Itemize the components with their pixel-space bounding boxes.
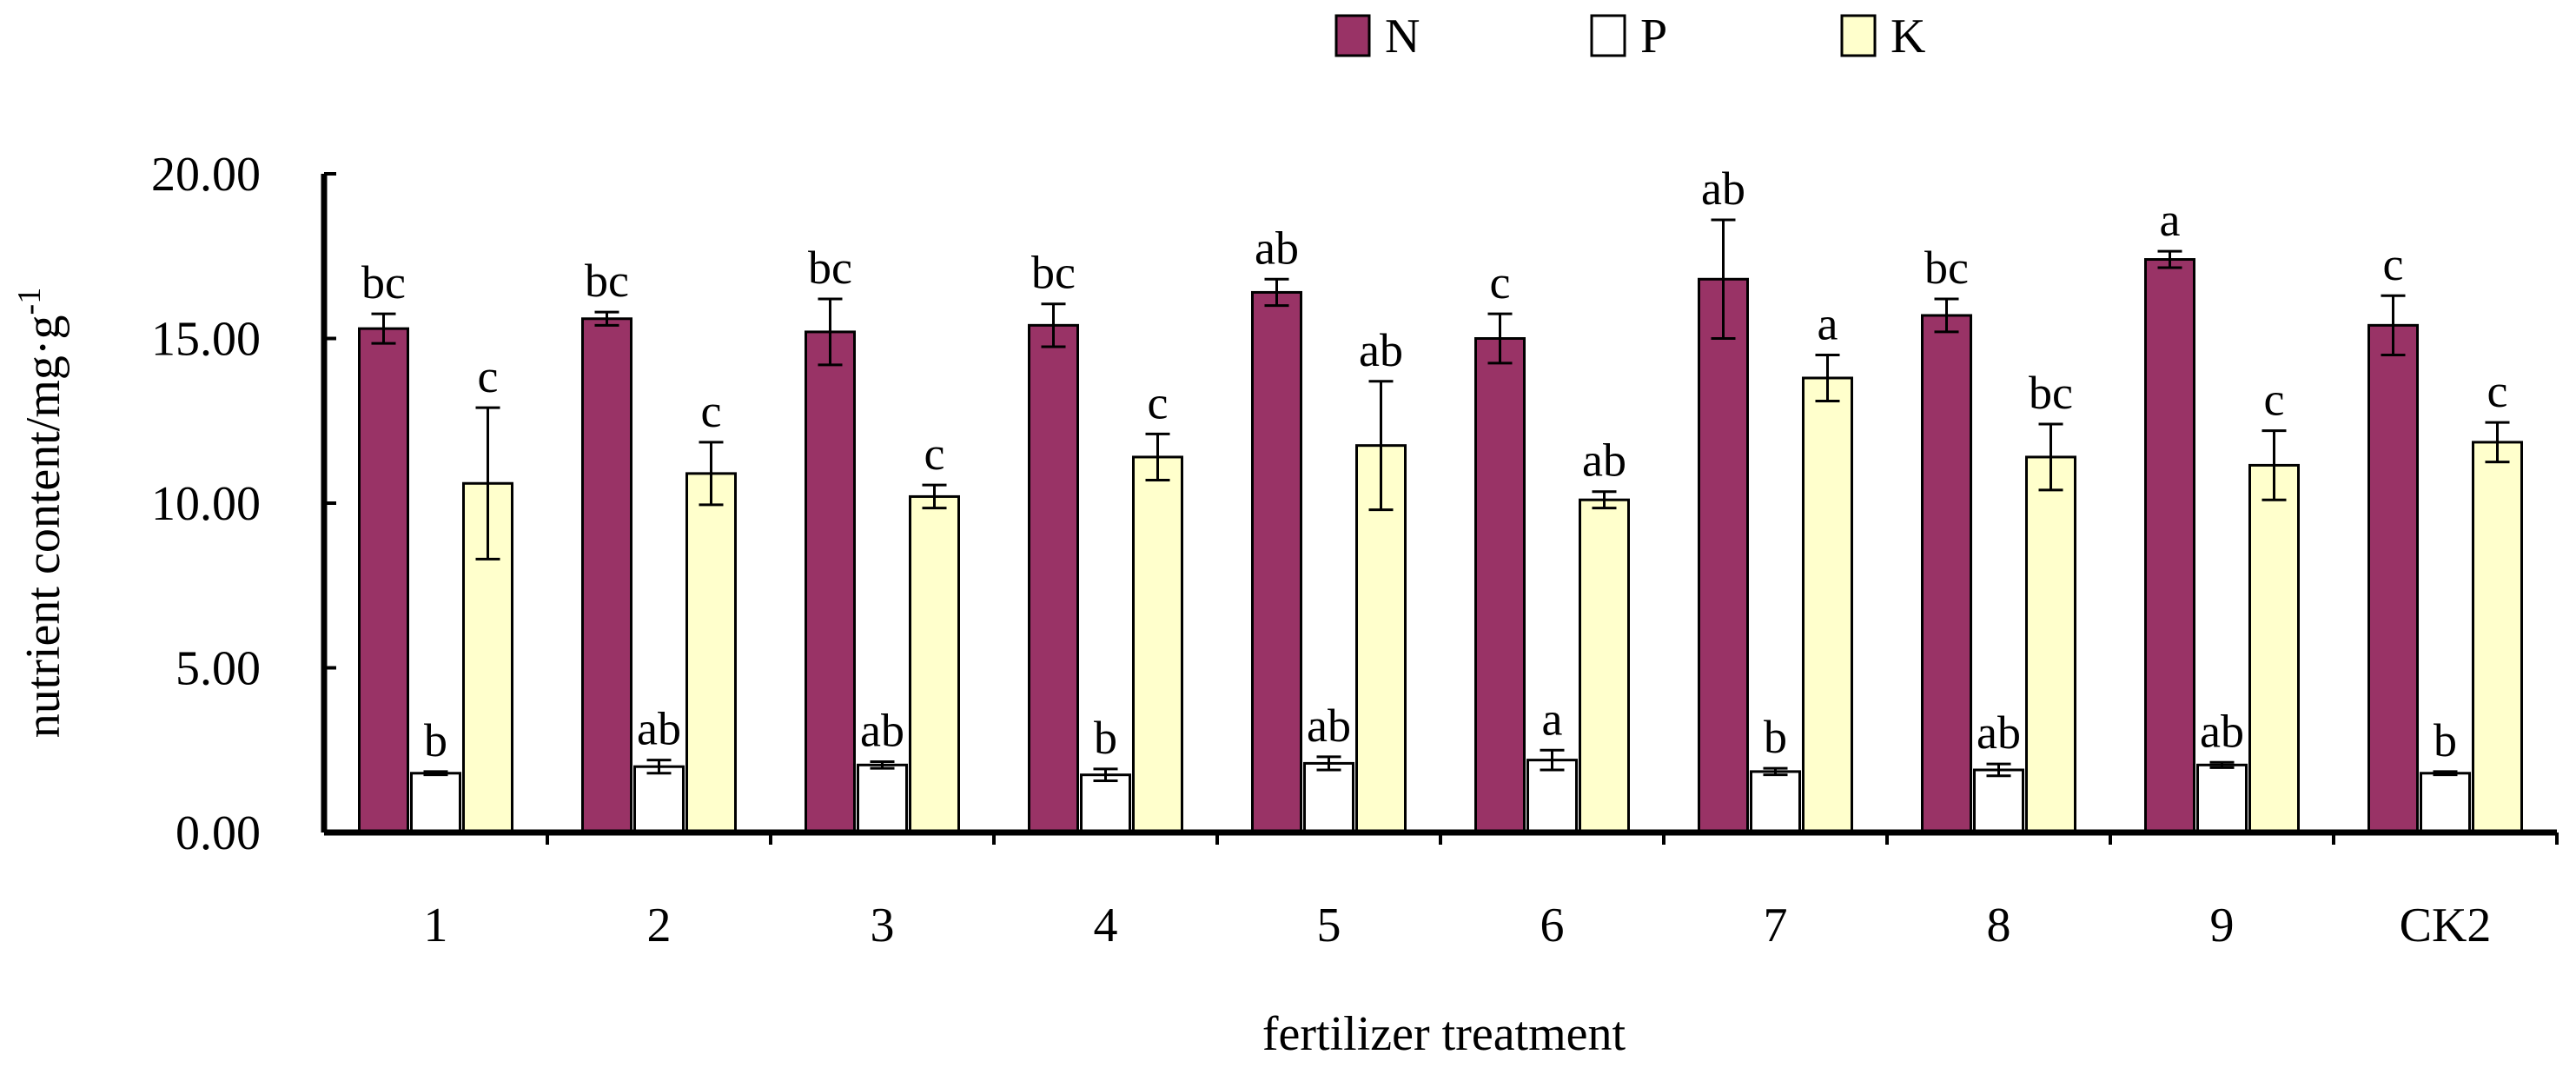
y-tick-label: 10.00 <box>151 477 261 531</box>
significance-label-K-2: c <box>701 385 722 437</box>
significance-label-N-3: bc <box>808 242 852 294</box>
significance-label-N-7: ab <box>1701 163 1745 215</box>
significance-label-N-9: a <box>2160 194 2181 246</box>
legend-swatch-P <box>1590 14 1626 57</box>
significance-label-P-8: ab <box>1977 706 2021 759</box>
x-tick-label-1: 1 <box>424 899 448 952</box>
error-bars <box>371 218 2510 782</box>
bar-N-9 <box>2144 258 2195 834</box>
y-tick-label: 15.00 <box>151 313 261 367</box>
significance-label-N-CK2: c <box>2383 238 2404 290</box>
x-tick-label-9: 9 <box>2210 899 2235 952</box>
tick-labels: 1 2 3 4 5 6 7 8 9 CK2 0.00 5.00 10.00 15.00 20.00 <box>151 148 2491 952</box>
bar-N-1 <box>358 327 409 834</box>
bar-N-7 <box>1698 277 1749 834</box>
x-tick-label-4: 4 <box>1094 899 1118 952</box>
significance-label-K-6: ab <box>1582 434 1626 487</box>
significance-label-P-CK2: b <box>2434 714 2457 766</box>
bar-P-4 <box>1080 773 1131 834</box>
significance-label-P-3: ab <box>860 705 904 757</box>
bar-P-7 <box>1750 770 1801 834</box>
legend-label-N: N <box>1385 10 1420 63</box>
significance-label-N-2: bc <box>585 255 629 307</box>
bars <box>358 258 2523 834</box>
bar-K-2 <box>685 472 737 834</box>
x-tick-label-3: 3 <box>871 899 895 952</box>
significance-label-P-7: b <box>1764 711 1787 763</box>
bar-K-4 <box>1132 455 1183 834</box>
y-axis-label: nutrient content/mg·g-1 <box>11 288 70 738</box>
bar-K-8 <box>2025 455 2076 834</box>
x-tick-label-7: 7 <box>1764 899 1788 952</box>
significance-labels: bcbcbcabcbcabcbcbcabababcaababbabcabbcaa… <box>361 163 2507 766</box>
significance-label-K-9: c <box>2264 374 2285 426</box>
bar-N-5 <box>1251 290 1302 834</box>
legend-swatch-N <box>1334 14 1371 57</box>
significance-label-K-7: a <box>1818 297 1838 349</box>
significance-label-K-8: bc <box>2029 367 2073 419</box>
x-axis-label: fertilizer treatment <box>1262 1007 1626 1061</box>
significance-label-P-5: ab <box>1307 700 1351 752</box>
bar-P-8 <box>1973 768 2024 834</box>
y-tick-label: 0.00 <box>175 806 261 860</box>
bar-P-3 <box>857 763 908 834</box>
y-tick-label: 20.00 <box>151 148 261 202</box>
bar-N-6 <box>1474 337 1526 834</box>
bar-N-3 <box>805 330 856 834</box>
y-axis-label-superscript: -1 <box>11 288 48 315</box>
x-tick-label-6: 6 <box>1540 899 1565 952</box>
y-tick-label: 5.00 <box>175 642 261 696</box>
significance-label-K-1: c <box>478 350 499 402</box>
bar-K-CK2 <box>2472 441 2523 834</box>
bar-K-3 <box>909 494 960 834</box>
significance-label-P-6: a <box>1542 693 1563 745</box>
significance-label-P-2: ab <box>637 703 681 755</box>
significance-label-K-5: ab <box>1359 324 1403 376</box>
legend-label-P: P <box>1640 10 1667 63</box>
bar-K-9 <box>2248 463 2300 834</box>
bar-P-9 <box>2196 763 2248 834</box>
x-tick-label-5: 5 <box>1317 899 1341 952</box>
axes <box>321 172 2559 845</box>
x-tick-label-CK2: CK2 <box>2400 899 2492 952</box>
significance-label-K-4: c <box>1148 376 1169 428</box>
bar-P-1 <box>410 772 461 834</box>
significance-label-N-6: c <box>1490 256 1511 308</box>
bar-P-2 <box>633 765 685 834</box>
significance-label-P-9: ab <box>2200 705 2244 757</box>
significance-label-K-CK2: c <box>2487 365 2508 417</box>
legend-label-K: K <box>1891 10 1925 63</box>
x-tick-label-8: 8 <box>1987 899 2011 952</box>
significance-label-P-1: b <box>424 714 447 766</box>
y-axis-label-main: nutrient content/mg·g <box>17 315 70 738</box>
bar-K-7 <box>1802 376 1853 834</box>
bar-P-5 <box>1303 761 1354 834</box>
significance-label-N-8: bc <box>1924 242 1969 294</box>
significance-label-N-5: ab <box>1255 222 1299 274</box>
significance-label-N-4: bc <box>1031 247 1076 299</box>
bar-N-2 <box>581 317 632 834</box>
bar-N-4 <box>1028 323 1079 834</box>
bar-N-CK2 <box>2367 323 2419 834</box>
significance-label-P-4: b <box>1094 712 1117 764</box>
bar-N-8 <box>1921 314 1972 834</box>
bar-P-CK2 <box>2420 772 2471 834</box>
legend-swatch-K <box>1840 14 1877 57</box>
significance-label-K-3: c <box>924 428 945 480</box>
bar-K-6 <box>1579 498 1630 834</box>
x-tick-label-2: 2 <box>647 899 672 952</box>
significance-label-N-1: bc <box>361 256 406 308</box>
